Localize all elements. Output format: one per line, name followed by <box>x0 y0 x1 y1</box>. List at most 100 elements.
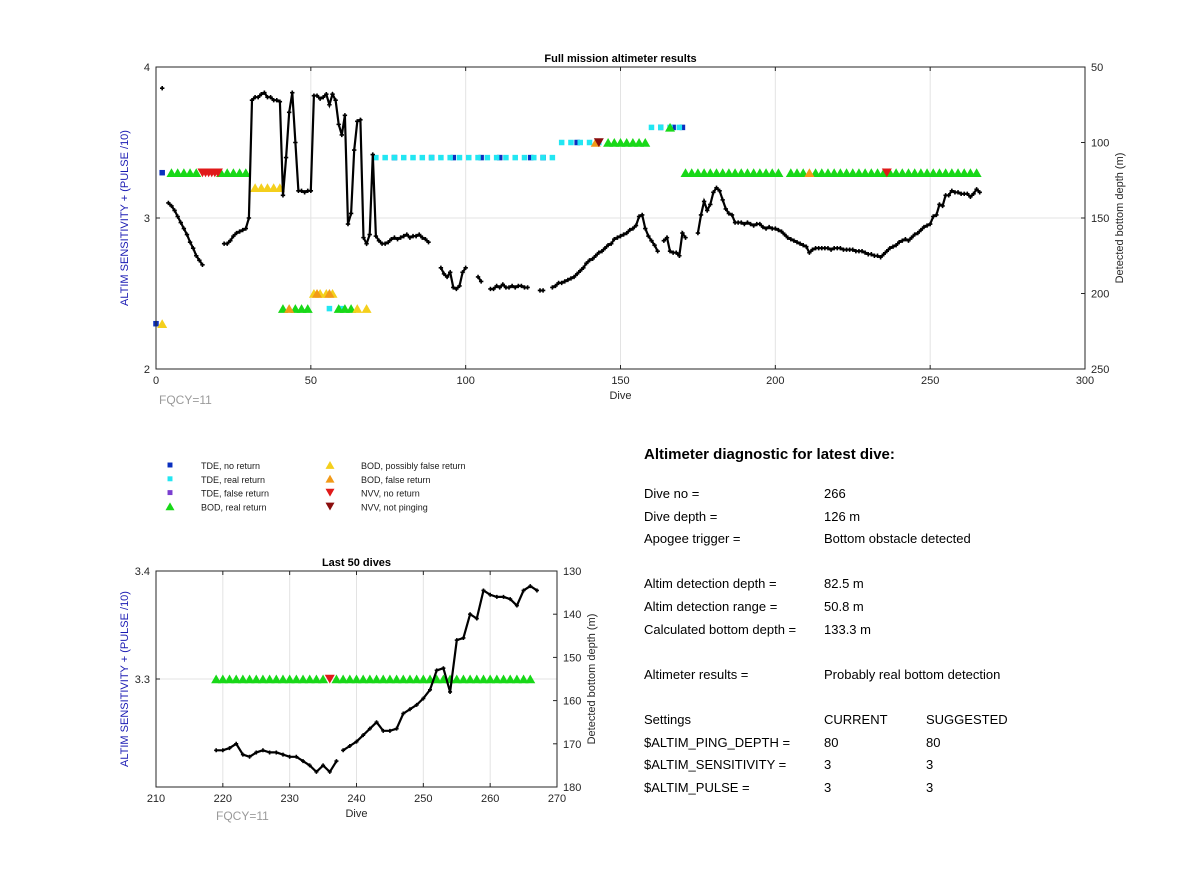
ping-depth-suggested: 80 <box>926 734 941 750</box>
marker-tde-no-return <box>574 139 580 146</box>
depth-point <box>649 238 654 243</box>
depth-point <box>240 752 245 757</box>
depth-point <box>234 741 239 746</box>
depth-point <box>178 220 183 225</box>
marker-bod-real-return <box>304 674 315 684</box>
depth-point <box>341 748 346 753</box>
depth-point <box>451 285 456 290</box>
x-axis-label: Dive <box>609 390 631 402</box>
depth-point <box>890 244 896 249</box>
marker-tde-real-return <box>558 139 565 146</box>
marker-bod-real-return <box>257 674 268 684</box>
marker-tde-real-return <box>648 124 655 131</box>
depth-point <box>869 252 874 257</box>
depth-point <box>810 247 815 252</box>
depth-point <box>234 230 239 236</box>
depth-point <box>906 238 911 243</box>
marker-tde-real-return <box>521 154 528 161</box>
depth-point <box>420 235 425 240</box>
depth-point <box>971 191 976 197</box>
depth-point <box>714 185 719 190</box>
dive-no-value: 266 <box>824 486 846 501</box>
y2-tick-label: 150 <box>563 652 581 664</box>
depth-point <box>664 235 670 240</box>
marker-tde-real-return <box>466 154 472 161</box>
depth-point <box>921 224 927 230</box>
depth-point <box>618 233 623 239</box>
marker-tde-real-return <box>475 154 481 161</box>
ping-depth-row: $ALTIM_PING_DEPTH = 80 80 <box>644 732 1164 755</box>
apogee-label: Apogee trigger = <box>644 531 741 547</box>
depth-point <box>705 208 710 213</box>
legend-label: BOD, possibly false return <box>361 461 466 471</box>
depth-point <box>578 268 583 274</box>
sensitivity-label: $ALTIM_SENSITIVITY = <box>644 757 787 773</box>
x-tick-label: 100 <box>456 375 474 387</box>
depth-point <box>965 191 970 197</box>
dive-depth-value: 126 m <box>824 508 861 524</box>
depth-point <box>351 147 357 153</box>
depth-point <box>481 588 486 593</box>
depth-point <box>893 242 899 248</box>
depth-point <box>358 117 363 123</box>
y-tick-label: 4 <box>144 62 150 74</box>
depth-point <box>327 102 332 107</box>
depth-point <box>581 265 586 271</box>
y2-tick-label: 150 <box>1091 213 1109 225</box>
marker-bod-real-return <box>773 168 784 177</box>
settings-label: Settings <box>644 711 691 727</box>
diagnostic-title: Altimeter diagnostic for latest dive: <box>644 446 895 463</box>
marker-tde-real-return <box>339 305 345 312</box>
depth-point <box>468 612 473 617</box>
depth-point <box>630 226 636 231</box>
depth-point <box>395 236 400 242</box>
depth-point <box>428 687 433 692</box>
marker-bod-real-return <box>491 674 502 684</box>
depth-point <box>501 594 506 599</box>
depth-point <box>330 91 335 97</box>
depth-point <box>494 283 499 289</box>
y2-tick-label: 200 <box>1091 289 1109 301</box>
depth-point <box>525 285 530 290</box>
depth-point <box>293 140 298 145</box>
depth-point <box>807 250 812 255</box>
marker-bod-real-return <box>364 674 375 684</box>
marker-tde-real-return <box>568 139 574 146</box>
marker-tde-real-return <box>438 154 444 161</box>
marker-bod-real-return <box>431 674 442 684</box>
marker-bod-real-return <box>318 674 329 684</box>
marker-bod-real-return <box>264 674 275 684</box>
depth-point <box>255 95 261 100</box>
marker-bod-real-return <box>511 674 522 684</box>
depth-point <box>267 750 272 755</box>
marker-bod-real-return <box>284 674 295 684</box>
depth-point <box>739 220 744 225</box>
calc-bottom-value: 133.3 m <box>824 621 871 637</box>
depth-point <box>200 262 205 268</box>
marker-bod-real-return <box>298 674 309 684</box>
calc-bottom-row: Calculated bottom depth = 133.3 m <box>644 619 1164 642</box>
fqcy-annotation: FQCY=11 <box>159 393 212 407</box>
suggested-header: SUGGESTED <box>926 711 1008 727</box>
depth-point <box>760 224 766 230</box>
apogee-value: Bottom obstacle detected <box>824 531 971 547</box>
marker-bod-real-return <box>331 674 342 684</box>
depth-point <box>441 271 447 277</box>
depth-point <box>243 226 249 231</box>
depth-point <box>386 239 391 245</box>
depth-point <box>924 223 930 228</box>
depth-point <box>940 203 945 209</box>
depth-point <box>169 203 174 209</box>
marker-tde-real-return <box>456 154 463 161</box>
depth-point <box>974 187 979 192</box>
depth-point <box>421 696 426 701</box>
depth-point <box>361 733 366 738</box>
sensitivity-row: $ALTIM_SENSITIVITY = 3 3 <box>644 754 1164 777</box>
marker-tde-no-return <box>159 169 165 176</box>
apogee-row: Apogee trigger = Bottom obstacle detecte… <box>644 528 1164 551</box>
depth-point <box>308 188 314 194</box>
depth-point <box>674 250 679 255</box>
marker-tde-no-return <box>527 154 534 161</box>
depth-point <box>562 279 567 284</box>
